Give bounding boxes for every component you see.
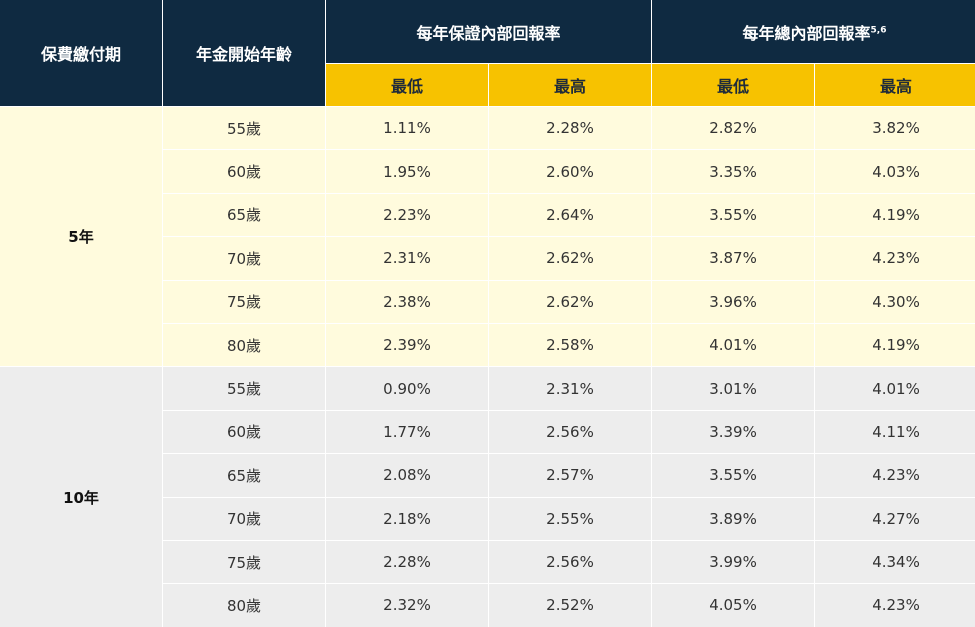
total-min-cell: 2.82% bbox=[652, 107, 815, 150]
guaranteed-max-cell: 2.60% bbox=[489, 150, 652, 193]
header-row-top: 保費繳付期 年金開始年齡 每年保證內部回報率 每年總內部回報率5,6 bbox=[0, 0, 975, 106]
guaranteed-min-cell: 1.77% bbox=[326, 410, 488, 454]
table-row: 60歲 1.95% 2.60% 3.35% 4.03% bbox=[0, 150, 975, 193]
guaranteed-max-cell: 2.31% bbox=[489, 367, 652, 410]
guaranteed-min-cell: 0.90% bbox=[326, 367, 488, 410]
guaranteed-min-cell: 2.08% bbox=[326, 454, 488, 497]
age-cell: 70歲 bbox=[163, 237, 325, 280]
total-min-cell: 3.55% bbox=[652, 454, 815, 497]
guaranteed-max-cell: 2.56% bbox=[489, 540, 652, 584]
header-guaranteed-irr: 每年保證內部回報率 bbox=[326, 0, 652, 63]
age-cell: 60歲 bbox=[163, 150, 325, 193]
guaranteed-min-cell: 2.23% bbox=[326, 193, 488, 237]
guaranteed-min-cell: 1.95% bbox=[326, 150, 488, 193]
age-cell: 65歲 bbox=[163, 454, 325, 497]
table-row: 80歲 2.32% 2.52% 4.05% 4.23% bbox=[0, 584, 975, 627]
guaranteed-max-cell: 2.64% bbox=[489, 193, 652, 237]
table-row: 10年 55歲 0.90% 2.31% 3.01% 4.01% bbox=[0, 367, 975, 627]
total-max-cell: 4.23% bbox=[815, 584, 975, 627]
age-cell: 55歲 bbox=[163, 107, 325, 150]
guaranteed-max-cell: 2.57% bbox=[489, 454, 652, 497]
table-row: 70歲 2.31% 2.62% 3.87% 4.23% bbox=[0, 237, 975, 280]
header-total-max: 最高 bbox=[815, 64, 975, 106]
header-total-irr-footnote: 5,6 bbox=[870, 25, 887, 36]
table-header: 保費繳付期 年金開始年齡 每年保證內部回報率 每年總內部回報率5,6 最低 最高… bbox=[0, 0, 975, 106]
total-max-cell: 4.30% bbox=[815, 280, 975, 323]
guaranteed-max-cell: 2.52% bbox=[489, 584, 652, 627]
period-cell: 10年 bbox=[0, 367, 162, 627]
table-row: 60歲 1.77% 2.56% 3.39% 4.11% bbox=[0, 410, 975, 454]
guaranteed-max-cell: 2.28% bbox=[489, 107, 652, 150]
header-total-irr: 每年總內部回報率5,6 bbox=[652, 0, 975, 63]
total-min-cell: 3.35% bbox=[652, 150, 815, 193]
guaranteed-min-cell: 2.28% bbox=[326, 540, 488, 584]
age-cell: 60歲 bbox=[163, 410, 325, 454]
guaranteed-max-cell: 2.62% bbox=[489, 237, 652, 280]
guaranteed-max-cell: 2.55% bbox=[489, 497, 652, 540]
total-max-cell: 4.34% bbox=[815, 540, 975, 584]
guaranteed-max-cell: 2.62% bbox=[489, 280, 652, 323]
table-row: 65歲 2.23% 2.64% 3.55% 4.19% bbox=[0, 193, 975, 237]
header-guaranteed-max: 最高 bbox=[489, 64, 652, 106]
guaranteed-min-cell: 2.39% bbox=[326, 323, 488, 367]
guaranteed-max-cell: 2.58% bbox=[489, 323, 652, 367]
header-row-sub: 最低 最高 最低 最高 bbox=[0, 64, 975, 106]
age-cell: 70歲 bbox=[163, 497, 325, 540]
total-max-cell: 4.27% bbox=[815, 497, 975, 540]
total-max-cell: 4.01% bbox=[815, 367, 975, 410]
total-max-cell: 4.19% bbox=[815, 323, 975, 367]
header-annuity-start-age: 年金開始年齡 bbox=[163, 0, 325, 106]
total-min-cell: 3.39% bbox=[652, 410, 815, 454]
table-row: 80歲 2.39% 2.58% 4.01% 4.19% bbox=[0, 323, 975, 367]
total-min-cell: 4.01% bbox=[652, 323, 815, 367]
total-min-cell: 3.89% bbox=[652, 497, 815, 540]
header-total-irr-label: 每年總內部回報率 bbox=[742, 23, 871, 43]
total-max-cell: 4.03% bbox=[815, 150, 975, 193]
guaranteed-max-cell: 2.56% bbox=[489, 410, 652, 454]
header-guaranteed-min: 最低 bbox=[326, 64, 488, 106]
group-10-year: 10年 55歲 0.90% 2.31% 3.01% 4.01% 60歲 1.77… bbox=[0, 367, 975, 627]
age-cell: 75歲 bbox=[163, 280, 325, 323]
age-cell: 75歲 bbox=[163, 540, 325, 584]
total-min-cell: 3.87% bbox=[652, 237, 815, 280]
group-5-year: 5年 55歲 1.11% 2.28% 2.82% 3.82% 60歲 1.95%… bbox=[0, 107, 975, 367]
header-guaranteed-irr-label: 每年保證內部回報率 bbox=[416, 23, 561, 43]
table-row: 70歲 2.18% 2.55% 3.89% 4.27% bbox=[0, 497, 975, 540]
total-min-cell: 4.05% bbox=[652, 584, 815, 627]
header-premium-period: 保費繳付期 bbox=[0, 0, 162, 106]
guaranteed-min-cell: 2.31% bbox=[326, 237, 488, 280]
guaranteed-min-cell: 2.18% bbox=[326, 497, 488, 540]
table-row: 75歲 2.38% 2.62% 3.96% 4.30% bbox=[0, 280, 975, 323]
table-row: 75歲 2.28% 2.56% 3.99% 4.34% bbox=[0, 540, 975, 584]
guaranteed-min-cell: 2.32% bbox=[326, 584, 488, 627]
table-row: 5年 55歲 1.11% 2.28% 2.82% 3.82% bbox=[0, 107, 975, 367]
total-max-cell: 4.11% bbox=[815, 410, 975, 454]
total-max-cell: 4.19% bbox=[815, 193, 975, 237]
header-total-min: 最低 bbox=[652, 64, 815, 106]
age-cell: 80歲 bbox=[163, 323, 325, 367]
total-min-cell: 3.55% bbox=[652, 193, 815, 237]
total-max-cell: 4.23% bbox=[815, 454, 975, 497]
age-cell: 65歲 bbox=[163, 193, 325, 237]
total-min-cell: 3.99% bbox=[652, 540, 815, 584]
period-cell: 5年 bbox=[0, 107, 162, 367]
total-max-cell: 4.23% bbox=[815, 237, 975, 280]
guaranteed-min-cell: 2.38% bbox=[326, 280, 488, 323]
table-row: 65歲 2.08% 2.57% 3.55% 4.23% bbox=[0, 454, 975, 497]
total-max-cell: 3.82% bbox=[815, 107, 975, 150]
total-min-cell: 3.96% bbox=[652, 280, 815, 323]
total-min-cell: 3.01% bbox=[652, 367, 815, 410]
age-cell: 80歲 bbox=[163, 584, 325, 627]
age-cell: 55歲 bbox=[163, 367, 325, 410]
guaranteed-min-cell: 1.11% bbox=[326, 107, 488, 150]
